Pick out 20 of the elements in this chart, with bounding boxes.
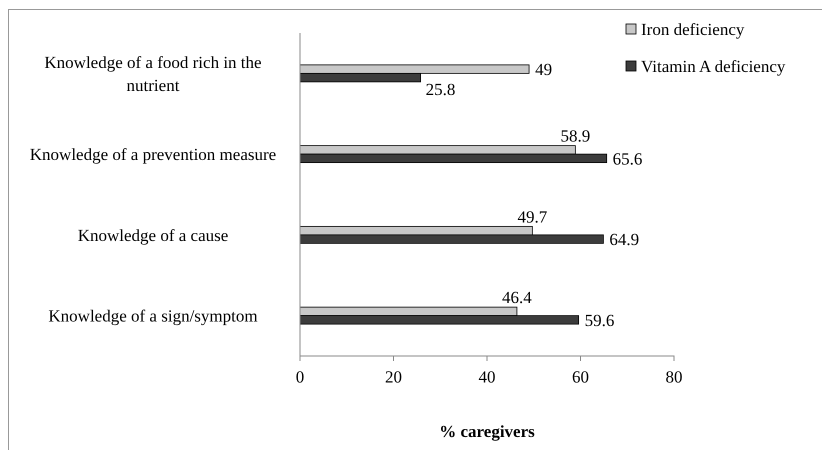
x-tick-label: 20 <box>385 368 402 387</box>
legend-label: Vitamin A deficiency <box>641 57 786 76</box>
x-tick-label: 60 <box>572 368 589 387</box>
x-axis-title: % caregivers <box>439 422 536 441</box>
data-label: 65.6 <box>612 149 642 168</box>
data-label: 49.7 <box>517 207 548 226</box>
x-tick-label: 0 <box>296 368 304 387</box>
x-tick-label: 80 <box>666 368 682 387</box>
legend-label: Iron deficiency <box>641 20 745 39</box>
data-label: 59.6 <box>584 310 614 330</box>
x-tick-label: 40 <box>478 368 496 387</box>
data-label: 58.9 <box>560 126 590 146</box>
data-label: 49 <box>535 60 552 80</box>
data-label: 25.8 <box>426 80 456 99</box>
y-tick-label: Knowledge of a prevention measure <box>30 145 276 164</box>
y-tick-label: Knowledge of a food rich in the nutrient <box>44 52 262 95</box>
y-tick-label: Knowledge of a sign/symptom <box>48 306 258 326</box>
data-label: 46.4 <box>502 288 532 308</box>
y-tick-label: Knowledge of a cause <box>78 226 228 245</box>
data-label: 64.9 <box>609 230 640 250</box>
